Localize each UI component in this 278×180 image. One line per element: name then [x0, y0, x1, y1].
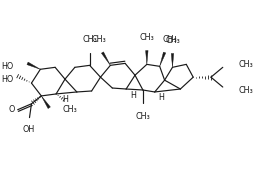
Text: CH₃: CH₃ [91, 35, 106, 44]
Text: HO: HO [1, 75, 14, 84]
Polygon shape [160, 52, 166, 66]
Text: O: O [8, 105, 15, 114]
Text: CH₃: CH₃ [135, 112, 150, 121]
Text: CH₃: CH₃ [62, 105, 77, 114]
Polygon shape [27, 62, 40, 69]
Text: HO: HO [1, 62, 14, 71]
Text: CH₃: CH₃ [165, 36, 180, 45]
Text: CH₃: CH₃ [239, 86, 253, 94]
Text: H: H [159, 93, 165, 102]
Text: OH: OH [23, 125, 35, 134]
Polygon shape [146, 51, 148, 64]
Polygon shape [41, 96, 50, 109]
Text: CH₃: CH₃ [140, 33, 154, 42]
Polygon shape [171, 53, 174, 67]
Text: H: H [62, 95, 68, 104]
Text: H: H [130, 91, 136, 100]
Polygon shape [101, 52, 110, 65]
Text: CH₃: CH₃ [239, 60, 253, 69]
Text: CH₃: CH₃ [82, 35, 97, 44]
Text: CH₃: CH₃ [162, 35, 177, 44]
